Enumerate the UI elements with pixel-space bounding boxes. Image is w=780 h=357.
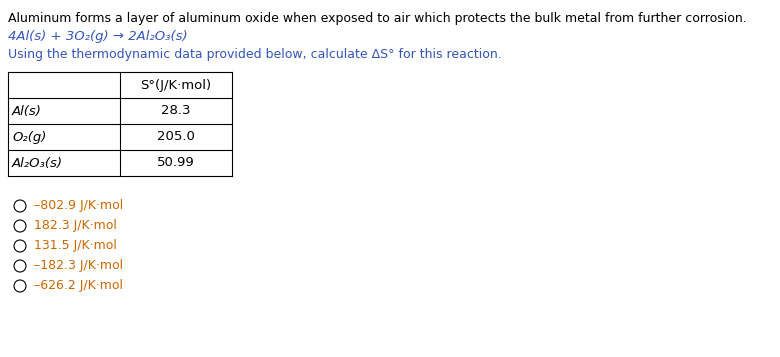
Text: –802.9 J/K·mol: –802.9 J/K·mol xyxy=(34,200,123,212)
Text: 205.0: 205.0 xyxy=(157,131,195,144)
Text: S°(J/K·mol): S°(J/K·mol) xyxy=(140,79,211,91)
Text: Al₂O₃(s): Al₂O₃(s) xyxy=(12,156,63,170)
Text: Using the thermodynamic data provided below, calculate ΔS° for this reaction.: Using the thermodynamic data provided be… xyxy=(8,48,502,61)
Text: 131.5 J/K·mol: 131.5 J/K·mol xyxy=(34,240,117,252)
Text: O₂(g): O₂(g) xyxy=(12,131,46,144)
Text: Aluminum forms a layer of aluminum oxide when exposed to air which protects the : Aluminum forms a layer of aluminum oxide… xyxy=(8,12,746,25)
Text: –182.3 J/K·mol: –182.3 J/K·mol xyxy=(34,260,123,272)
Text: 28.3: 28.3 xyxy=(161,105,191,117)
Text: –626.2 J/K·mol: –626.2 J/K·mol xyxy=(34,280,123,292)
Text: Al(s): Al(s) xyxy=(12,105,42,117)
Text: 182.3 J/K·mol: 182.3 J/K·mol xyxy=(34,220,117,232)
Text: 50.99: 50.99 xyxy=(157,156,195,170)
Text: 4Al(s) + 3O₂(g) → 2Al₂O₃(s): 4Al(s) + 3O₂(g) → 2Al₂O₃(s) xyxy=(8,30,188,43)
